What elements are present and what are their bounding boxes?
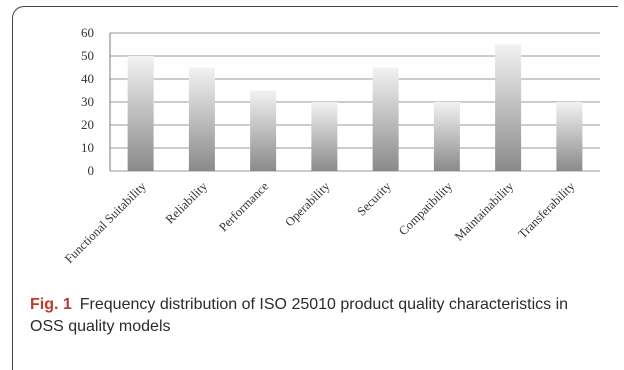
y-tick-label: 50 (81, 48, 94, 63)
y-tick-label: 0 (88, 163, 95, 178)
y-tick-label: 40 (81, 71, 94, 86)
bar (311, 102, 338, 171)
bar (188, 67, 215, 171)
y-tick-label: 30 (81, 94, 94, 109)
gridlines (110, 32, 600, 172)
y-tick-labels: 0 10 20 30 40 50 60 (81, 25, 94, 178)
figure-caption-text: Frequency distribution of ISO 25010 prod… (30, 296, 569, 335)
bar (127, 56, 154, 171)
x-tick-label: Operability (282, 179, 333, 230)
x-tick-label: Performance (216, 179, 271, 234)
y-tick-label: 10 (81, 140, 94, 155)
bars (127, 44, 583, 171)
bar (250, 90, 277, 171)
y-tick-label: 60 (81, 25, 94, 40)
x-tick-label: Transferability (515, 179, 578, 242)
figure-caption: Fig. 1 Frequency distribution of ISO 2501… (30, 294, 600, 338)
x-tick-label: Compatibility (396, 179, 456, 239)
x-tick-label: Security (354, 179, 394, 219)
bar (372, 67, 399, 171)
figure-frame (12, 6, 618, 370)
x-tick-label: Reliability (163, 179, 211, 227)
x-tick-labels: Functional Suitability Reliability Perform… (62, 179, 578, 266)
x-tick-label: Functional Suitability (62, 179, 149, 266)
bar (556, 102, 583, 171)
bar (495, 44, 522, 171)
figure-label: Fig. 1 (30, 296, 72, 313)
bar (433, 102, 460, 171)
y-tick-label: 20 (81, 117, 94, 132)
x-tick-label: Maintainability (452, 179, 517, 244)
bar-chart: 0 10 20 30 40 50 60 Functional Suitability Reli… (62, 25, 600, 266)
